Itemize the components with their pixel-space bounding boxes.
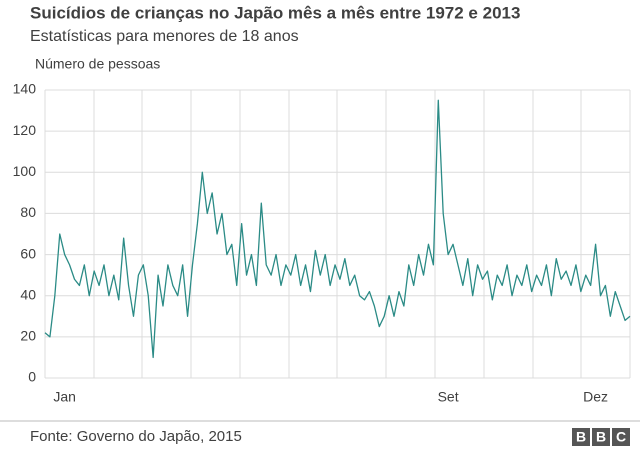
- y-tick-label: 120: [13, 122, 37, 138]
- y-tick-label: 0: [28, 369, 36, 385]
- logo-block: [612, 428, 630, 446]
- x-tick-label: Dez: [583, 389, 608, 405]
- y-tick-label: 140: [13, 81, 37, 97]
- x-tick-label: Set: [438, 389, 459, 405]
- logo-letter: B: [596, 429, 606, 445]
- logo: B B C: [572, 428, 630, 446]
- chart-subtitle: Estatísticas para menores de 18 anos: [30, 28, 299, 45]
- logo-block: [572, 428, 590, 446]
- chart-title: Suicídios de crianças no Japão mês a mês…: [30, 3, 520, 22]
- y-tick-label: 60: [20, 245, 36, 261]
- logo-block: [592, 428, 610, 446]
- logo-letter: B: [576, 429, 586, 445]
- y-tick-label: 80: [20, 204, 36, 220]
- y-tick-label: 20: [20, 328, 36, 344]
- y-tick-label: 40: [20, 286, 36, 302]
- line-series: [44, 99, 631, 359]
- source: Fonte: Governo do Japão, 2015: [30, 428, 242, 445]
- y-axis-label: Número de pessoas: [35, 56, 160, 72]
- x-tick-label: Jan: [53, 389, 76, 405]
- vertical-grid: [44, 90, 631, 378]
- plot: 0 20 40 60 80 100 120 140 Jan Set Dez: [13, 81, 631, 405]
- logo-letter: C: [616, 429, 626, 445]
- y-tick-label: 100: [13, 163, 37, 179]
